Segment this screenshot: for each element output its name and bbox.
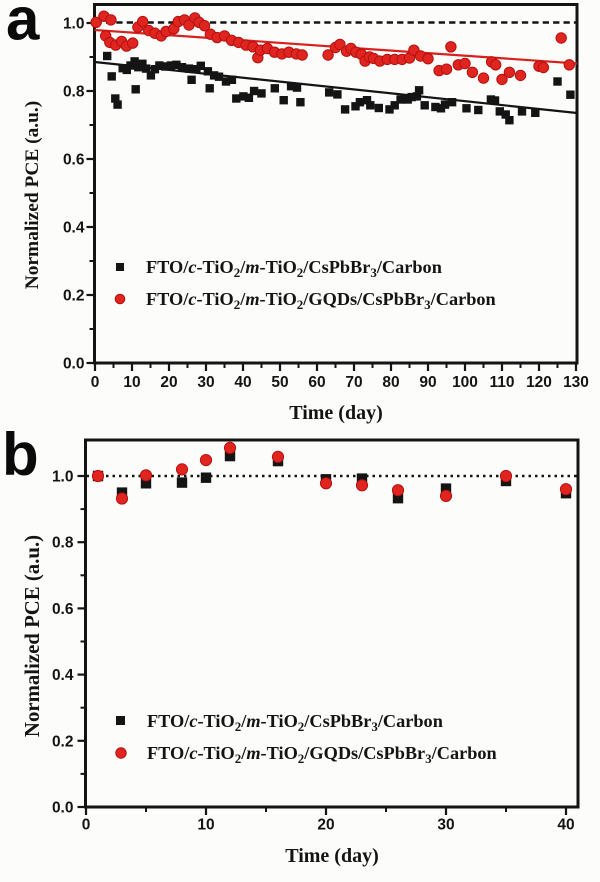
svg-text:0: 0 [91, 374, 100, 391]
svg-text:1.0: 1.0 [63, 16, 85, 33]
svg-text:10: 10 [197, 817, 214, 834]
svg-text:FTO/c-TiO2/m-TiO2/GQDs/CsPbBr3: FTO/c-TiO2/m-TiO2/GQDs/CsPbBr3/Carbon [147, 743, 497, 766]
svg-text:130: 130 [563, 374, 589, 391]
svg-text:Time (day): Time (day) [289, 402, 383, 424]
svg-text:20: 20 [317, 817, 334, 834]
svg-text:0.6: 0.6 [63, 152, 85, 169]
svg-text:Time (day): Time (day) [285, 845, 379, 867]
svg-text:70: 70 [345, 374, 362, 391]
svg-text:FTO/c-TiO2/m-TiO2/CsPbBr3/Carb: FTO/c-TiO2/m-TiO2/CsPbBr3/Carbon [147, 711, 443, 734]
svg-text:0.4: 0.4 [63, 220, 85, 237]
svg-text:110: 110 [489, 374, 514, 391]
svg-text:90: 90 [419, 374, 436, 391]
svg-text:120: 120 [526, 374, 552, 391]
svg-text:0.8: 0.8 [52, 535, 74, 552]
svg-text:30: 30 [437, 817, 454, 834]
svg-text:0.0: 0.0 [52, 800, 74, 817]
svg-text:0.8: 0.8 [63, 84, 85, 101]
svg-text:60: 60 [308, 374, 325, 391]
svg-text:Normalized PCE (a.u.): Normalized PCE (a.u.) [21, 535, 44, 737]
svg-text:20: 20 [160, 374, 177, 391]
svg-text:80: 80 [382, 374, 399, 391]
svg-text:40: 40 [234, 374, 251, 391]
svg-text:0.0: 0.0 [63, 356, 85, 373]
svg-text:100: 100 [452, 374, 478, 391]
svg-text:40: 40 [557, 817, 574, 834]
svg-text:a: a [6, 0, 40, 53]
svg-text:FTO/c-TiO2/m-TiO2/CsPbBr3/Carb: FTO/c-TiO2/m-TiO2/CsPbBr3/Carbon [146, 257, 442, 280]
svg-text:Normalized PCE (a.u.): Normalized PCE (a.u.) [22, 101, 43, 290]
svg-text:0.6: 0.6 [52, 601, 74, 618]
svg-text:30: 30 [197, 374, 214, 391]
svg-text:FTO/c-TiO2/m-TiO2/GQDs/CsPbBr3: FTO/c-TiO2/m-TiO2/GQDs/CsPbBr3/Carbon [146, 289, 496, 312]
svg-text:10: 10 [123, 374, 140, 391]
svg-text:50: 50 [271, 374, 288, 391]
svg-text:1.0: 1.0 [52, 469, 74, 486]
svg-text:0: 0 [82, 817, 91, 834]
svg-text:0.2: 0.2 [52, 733, 74, 750]
svg-text:b: b [2, 421, 39, 488]
svg-text:0.4: 0.4 [52, 667, 74, 684]
svg-text:0.2: 0.2 [63, 288, 85, 305]
